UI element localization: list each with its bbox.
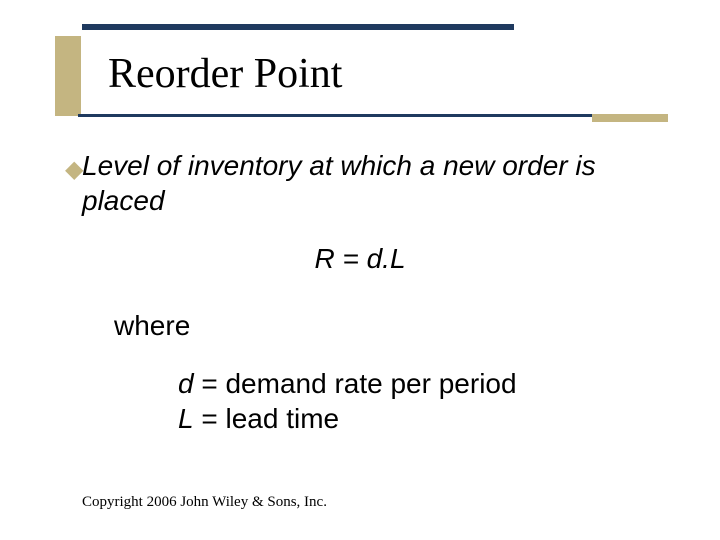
slide-title: Reorder Point xyxy=(108,50,342,98)
var-l-text: = lead time xyxy=(194,403,340,434)
variable-definitions: d = demand rate per period L = lead time xyxy=(178,366,517,436)
accent-block xyxy=(55,36,81,116)
title-underline-tan xyxy=(592,114,668,122)
title-top-rule xyxy=(82,24,514,30)
title-underline-dark xyxy=(78,114,592,117)
def-l: L = lead time xyxy=(178,401,517,436)
slide: Reorder Point ◆ Level of inventory at wh… xyxy=(0,0,720,540)
definition-text: Level of inventory at which a new order … xyxy=(82,148,642,218)
bullet-icon: ◆ xyxy=(65,158,83,182)
where-label: where xyxy=(114,310,190,342)
formula: R = d.L xyxy=(0,243,720,275)
var-l: L xyxy=(178,403,194,434)
var-d: d xyxy=(178,368,194,399)
def-d: d = demand rate per period xyxy=(178,366,517,401)
copyright: Copyright 2006 John Wiley & Sons, Inc. xyxy=(82,494,327,511)
var-d-text: = demand rate per period xyxy=(194,368,517,399)
